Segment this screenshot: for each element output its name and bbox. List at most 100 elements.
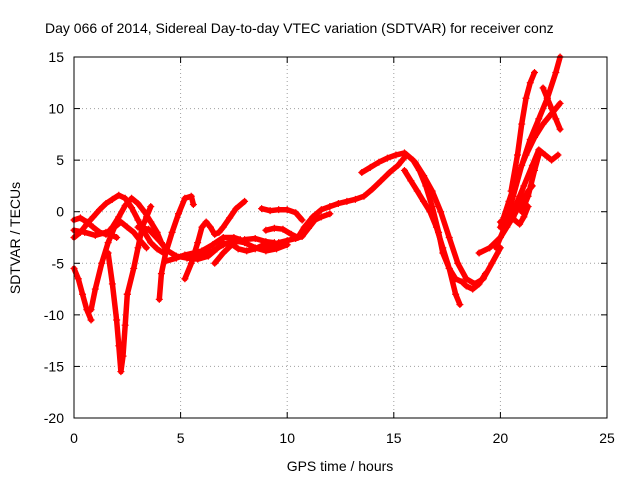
y-tick-label: 10 <box>48 101 64 117</box>
data-point <box>241 236 249 244</box>
series-track-5 <box>70 226 121 241</box>
data-point <box>392 151 400 159</box>
data-point <box>507 187 515 195</box>
data-point <box>174 210 182 218</box>
data-point <box>89 223 97 231</box>
data-point <box>400 149 408 157</box>
data-point <box>111 223 119 231</box>
data-point <box>219 223 227 231</box>
data-point <box>147 239 155 247</box>
data-point <box>219 241 227 249</box>
data-point <box>234 245 242 253</box>
data-point <box>535 115 543 123</box>
data-point <box>383 154 391 162</box>
data-point <box>89 213 97 221</box>
data-point <box>283 206 291 214</box>
data-point <box>407 177 415 185</box>
data-point <box>413 187 421 195</box>
data-point <box>475 249 483 257</box>
data-point <box>309 213 317 221</box>
data-point <box>198 223 206 231</box>
data-point <box>273 245 281 253</box>
data-point <box>554 151 562 159</box>
data-point <box>113 316 121 324</box>
data-point <box>258 205 266 213</box>
data-point <box>113 234 121 241</box>
data-point <box>98 259 106 267</box>
y-axis-label: SDTVAR / TECUs <box>7 182 23 294</box>
data-point <box>266 242 274 250</box>
data-point <box>548 156 556 164</box>
series-line <box>124 203 154 297</box>
data-point <box>115 191 123 199</box>
data-point <box>194 239 202 247</box>
data-point <box>241 197 249 205</box>
x-tick-label: 0 <box>70 430 78 446</box>
data-point <box>226 214 234 222</box>
data-point <box>426 208 434 216</box>
data-point <box>76 214 84 222</box>
data-point <box>266 207 274 215</box>
data-point <box>153 245 161 253</box>
data-point <box>548 105 556 113</box>
data-point <box>189 200 197 208</box>
series-line <box>105 250 131 375</box>
data-point <box>351 195 359 203</box>
data-point <box>262 247 270 255</box>
data-point <box>130 228 138 236</box>
series-track-24 <box>539 84 564 133</box>
data-point <box>102 228 110 236</box>
data-point <box>366 163 374 171</box>
data-point <box>209 247 217 255</box>
data-point <box>479 275 487 283</box>
data-point <box>334 199 342 207</box>
series-track-27 <box>496 203 532 228</box>
data-point <box>211 259 219 267</box>
data-point <box>420 172 428 180</box>
data-point <box>168 228 176 236</box>
data-point <box>251 235 259 243</box>
data-point <box>437 208 445 216</box>
y-tick-label: 15 <box>48 49 64 65</box>
data-point <box>432 223 440 231</box>
data-point <box>524 192 532 200</box>
data-point <box>128 194 136 202</box>
data-point <box>377 177 385 185</box>
data-point <box>428 187 436 195</box>
data-point <box>287 230 295 238</box>
data-point <box>535 151 543 159</box>
data-point <box>439 244 447 252</box>
data-point <box>556 99 564 107</box>
data-point <box>155 237 163 245</box>
data-point <box>496 218 504 226</box>
data-point <box>181 275 189 283</box>
data-point <box>81 228 89 236</box>
data-point <box>219 234 227 241</box>
y-tick-label: -20 <box>44 410 64 426</box>
series-track-23 <box>507 68 539 195</box>
data-point <box>134 216 142 224</box>
data-point <box>400 166 408 174</box>
data-point <box>326 210 334 218</box>
data-point <box>492 244 500 252</box>
data-point <box>375 158 383 166</box>
data-point <box>445 264 453 272</box>
data-point <box>462 275 470 283</box>
data-point <box>115 342 123 350</box>
data-point <box>518 120 526 128</box>
series-line <box>401 167 463 308</box>
data-point <box>155 295 163 303</box>
data-point <box>121 194 129 202</box>
data-point <box>128 204 136 212</box>
data-point <box>505 197 513 205</box>
y-tick-label: 5 <box>56 152 64 168</box>
series-track-4 <box>87 218 150 314</box>
series-line <box>497 100 563 230</box>
series-track-26 <box>518 151 543 216</box>
data-point <box>123 223 131 231</box>
data-point <box>187 254 195 262</box>
series-track-9 <box>155 192 197 303</box>
data-point <box>87 316 95 324</box>
data-point <box>317 213 325 221</box>
